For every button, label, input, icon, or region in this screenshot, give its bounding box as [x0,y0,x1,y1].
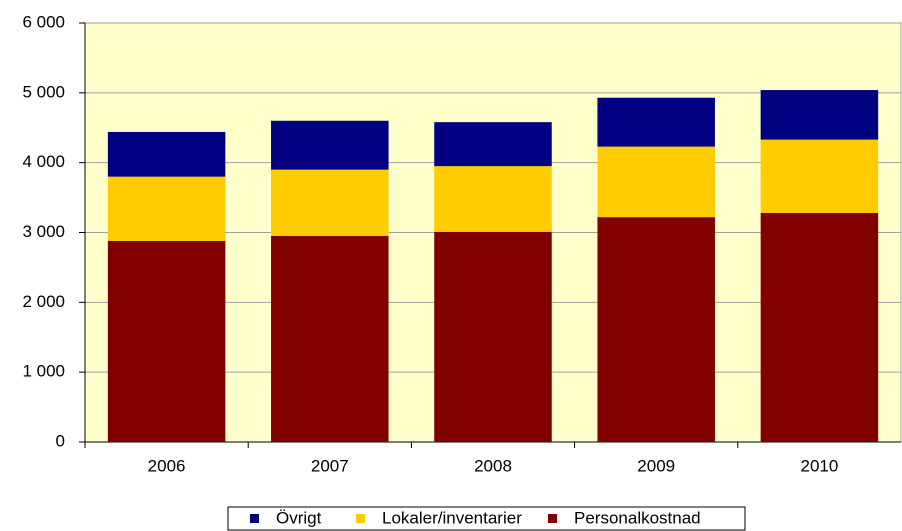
bar-segment [434,166,552,232]
x-tick-label: 2008 [474,456,512,475]
bar-segment [597,146,715,218]
legend-swatch [250,514,259,523]
bar-segment [271,235,389,442]
legend-box [227,506,746,531]
y-tick-label: 1 000 [22,362,65,381]
bar-segment [271,120,389,170]
bar-segment [597,217,715,442]
y-tick-label: 3 000 [22,222,65,241]
y-tick-label: 4 000 [22,152,65,171]
bar-segment [271,169,389,236]
bar-segment [434,231,552,442]
legend-label: Övrigt [276,508,322,527]
legend-swatch [356,514,365,523]
y-tick-label: 2 000 [22,292,65,311]
legend-swatch [548,514,557,523]
y-tick-label: 0 [56,431,65,450]
bar-segment [434,122,552,167]
x-tick-label: 2006 [148,456,186,475]
bar-segment [760,212,879,442]
legend-label: Personalkostnad [574,508,701,527]
legend-label: Lokaler/inventarier [382,508,522,527]
bar-segment [107,240,226,442]
bar-segment [760,90,879,140]
x-tick-label: 2007 [311,456,349,475]
bar-segment [107,131,226,177]
x-tick-label: 2009 [637,456,675,475]
bar-segment [107,176,226,241]
bar-segment [597,97,715,147]
y-tick-label: 6 000 [22,12,65,31]
y-tick-label: 5 000 [22,82,65,101]
x-tick-label: 2010 [800,456,838,475]
bar-segment [760,139,879,213]
